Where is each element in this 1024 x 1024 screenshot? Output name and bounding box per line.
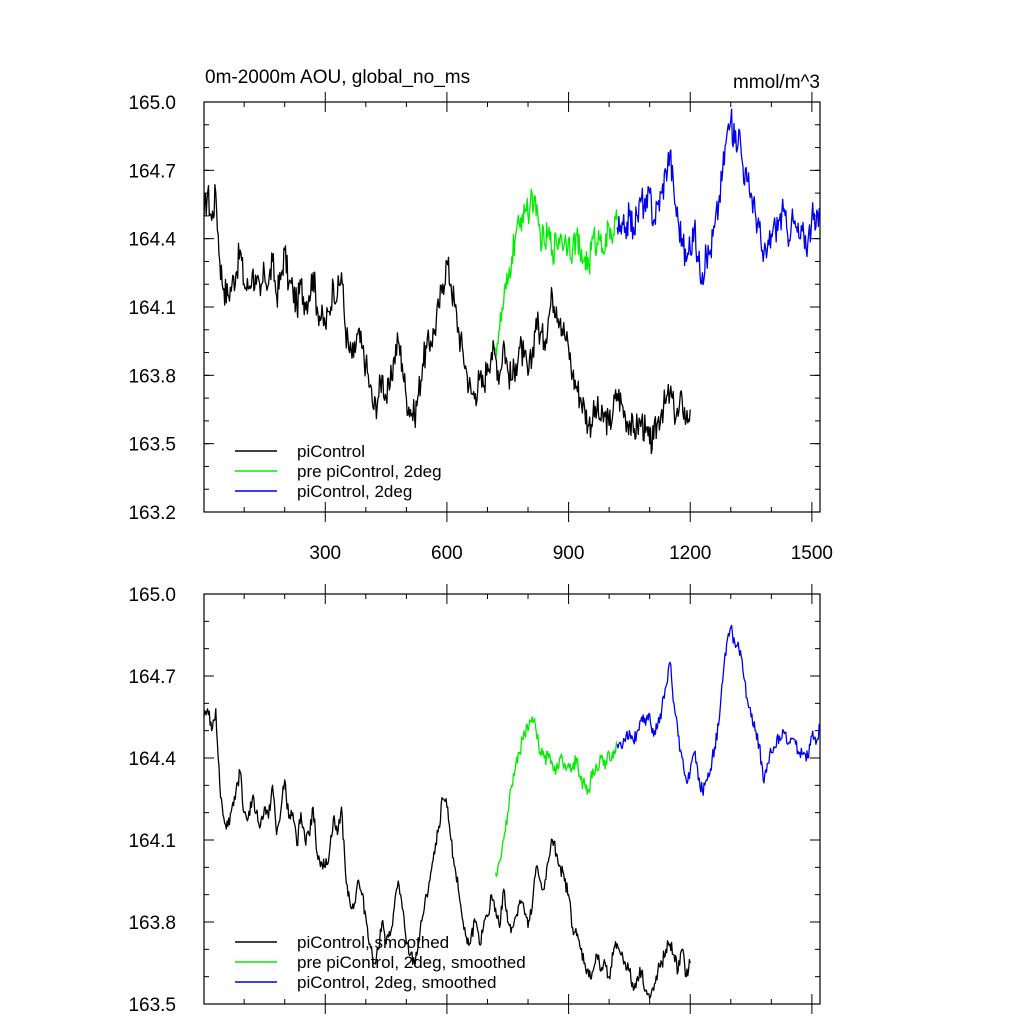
legend-label: piControl, smoothed (297, 933, 449, 952)
units-label: mmol/m^3 (733, 72, 820, 93)
axis-ticks (204, 92, 820, 522)
bottom-panel: 163.5 163.8 164.1 164.4 164.7 165.0 piControl… (128, 584, 821, 1016)
legend-label: pre piControl, 2deg, smoothed (297, 953, 526, 972)
legend-label: piControl, 2deg, smoothed (297, 973, 496, 992)
x-tick-label: 1200 (669, 543, 711, 564)
legend-label: piControl (297, 442, 365, 461)
legend-label: pre piControl, 2deg (297, 462, 442, 481)
x-tick-label: 600 (431, 543, 463, 564)
y-tick-label: 163.8 (128, 366, 176, 387)
y-tick-label: 164.4 (128, 230, 176, 251)
x-tick-labels: 300 600 900 1200 1500 (309, 543, 833, 564)
x-tick-label: 900 (553, 543, 585, 564)
y-tick-label: 163.5 (128, 995, 176, 1016)
y-tick-label: 163.8 (128, 913, 176, 934)
x-tick-label: 1500 (791, 543, 833, 564)
y-tick-label: 163.2 (128, 503, 176, 524)
series-group (203, 624, 821, 1000)
y-tick-label: 164.4 (128, 749, 176, 770)
y-tick-label: 165.0 (128, 93, 176, 114)
series-line-1 (494, 188, 618, 358)
series-group (203, 108, 821, 455)
y-tick-label: 164.7 (128, 667, 176, 688)
axis-ticks (204, 584, 820, 1014)
y-tick-label: 163.5 (128, 435, 176, 456)
y-tick-labels: 163.5 163.8 164.1 164.4 164.7 165.0 (128, 585, 176, 1016)
y-tick-labels: 163.2 163.5 163.8 164.1 164.4 164.7 165.0 (128, 93, 176, 524)
x-tick-label: 300 (309, 543, 341, 564)
y-tick-label: 165.0 (128, 585, 176, 606)
y-tick-label: 164.1 (128, 831, 176, 852)
legend-label: piControl, 2deg (297, 482, 412, 501)
series-line-2 (616, 108, 821, 286)
series-line-0 (203, 184, 691, 455)
y-tick-label: 164.7 (128, 161, 176, 182)
y-tick-label: 164.1 (128, 298, 176, 319)
chart-title: 0m-2000m AOU, global_no_ms (205, 67, 470, 88)
top-panel: 0m-2000m AOU, global_no_ms mmol/m^3 163.… (128, 67, 833, 564)
plot-frame (203, 593, 821, 1005)
series-line-0 (203, 708, 691, 1000)
series-line-1 (494, 716, 618, 878)
series-line-2 (616, 624, 821, 796)
